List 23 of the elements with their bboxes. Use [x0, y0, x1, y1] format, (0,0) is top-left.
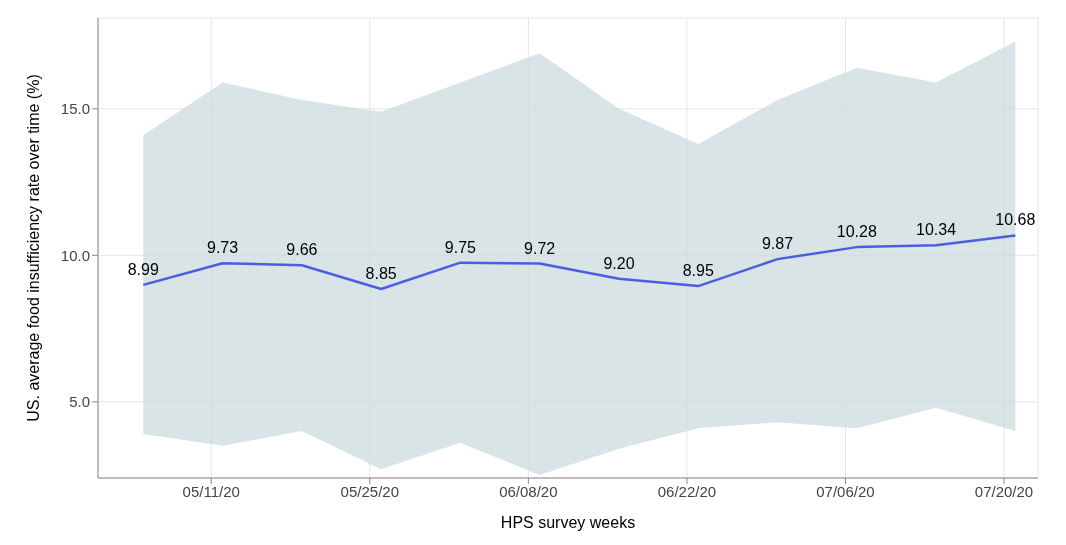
data-label: 9.87: [761, 235, 794, 253]
data-label: 9.66: [286, 241, 318, 259]
x-axis-title: HPS survey weeks: [500, 514, 636, 531]
y-axis-title: US. average food insufficiency rate over time (%): [24, 74, 42, 422]
data-label: 8.85: [365, 265, 397, 283]
data-label: 9.73: [207, 239, 239, 257]
data-label: 8.99: [127, 260, 159, 278]
y-tick-label: 15.0: [60, 100, 90, 118]
y-tick-label: 10.0: [60, 246, 90, 264]
x-tick-label: 06/08/20: [499, 482, 558, 500]
x-tick-label: 07/20/20: [974, 482, 1034, 500]
x-tick-label: 06/22/20: [657, 482, 717, 500]
data-label: 10.28: [836, 223, 877, 241]
y-tick-label: 5.0: [69, 393, 90, 411]
x-tick-label: 05/11/20: [182, 482, 240, 500]
x-tick-label: 05/25/20: [340, 482, 399, 500]
data-label: 10.34: [916, 221, 957, 239]
data-label: 9.72: [524, 239, 556, 257]
x-tick-label: 07/06/20: [816, 482, 875, 500]
data-label: 10.68: [995, 211, 1036, 229]
data-label: 9.20: [603, 254, 635, 272]
data-label: 8.95: [682, 262, 714, 280]
data-label: 9.75: [444, 238, 477, 256]
